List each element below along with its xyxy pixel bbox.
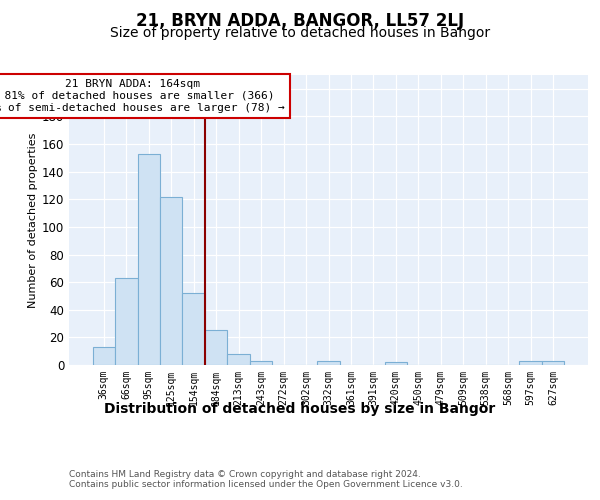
- Bar: [115, 278, 137, 365]
- Text: Distribution of detached houses by size in Bangor: Distribution of detached houses by size …: [104, 402, 496, 416]
- Text: Size of property relative to detached houses in Bangor: Size of property relative to detached ho…: [110, 26, 490, 40]
- Text: 21, BRYN ADDA, BANGOR, LL57 2LJ: 21, BRYN ADDA, BANGOR, LL57 2LJ: [136, 12, 464, 30]
- Bar: [317, 361, 340, 365]
- Bar: [520, 361, 542, 365]
- Bar: [385, 362, 407, 365]
- Bar: [92, 347, 115, 365]
- Bar: [182, 293, 205, 365]
- Text: 21 BRYN ADDA: 164sqm
← 81% of detached houses are smaller (366)
17% of semi-deta: 21 BRYN ADDA: 164sqm ← 81% of detached h…: [0, 80, 284, 112]
- Bar: [160, 196, 182, 365]
- Bar: [250, 361, 272, 365]
- Y-axis label: Number of detached properties: Number of detached properties: [28, 132, 38, 308]
- Bar: [227, 354, 250, 365]
- Bar: [205, 330, 227, 365]
- Text: Contains HM Land Registry data © Crown copyright and database right 2024.
Contai: Contains HM Land Registry data © Crown c…: [69, 470, 463, 490]
- Bar: [542, 361, 565, 365]
- Bar: [137, 154, 160, 365]
